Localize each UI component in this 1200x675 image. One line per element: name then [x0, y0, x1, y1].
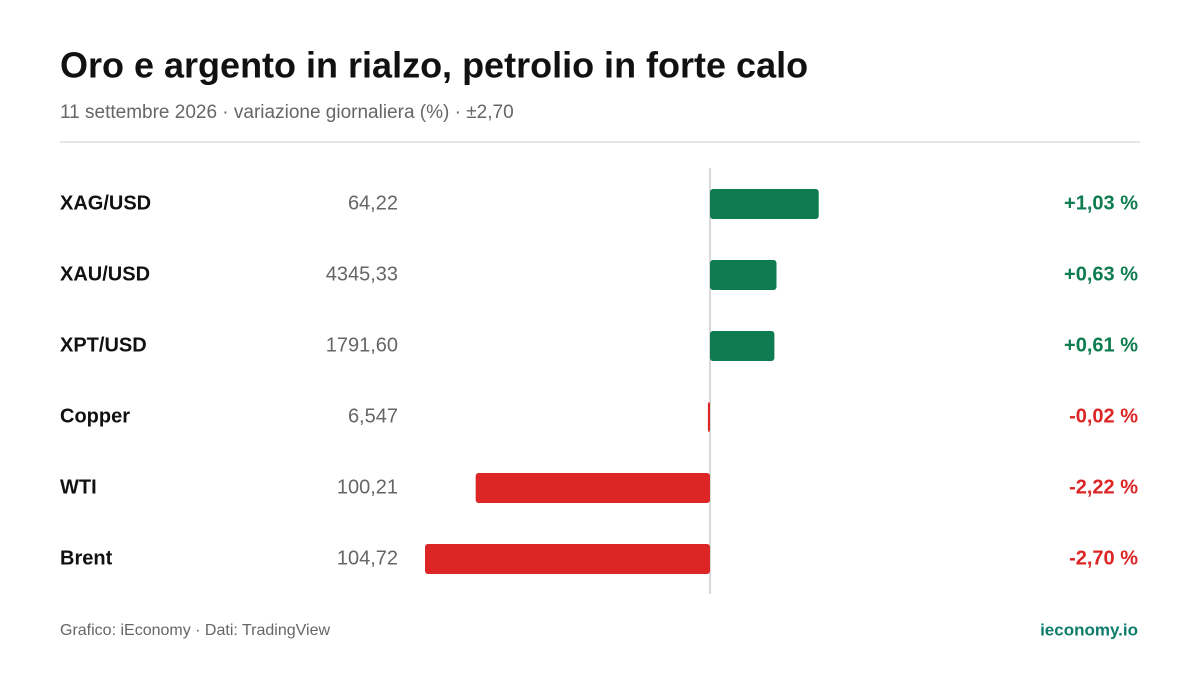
- bar: [475, 473, 710, 503]
- value-label: +1,03 %: [1064, 192, 1138, 214]
- chart-subtitle: 11 settembre 2026 · variazione giornalie…: [60, 102, 514, 123]
- bar: [710, 331, 775, 361]
- bar: [707, 402, 710, 432]
- bar: [710, 260, 777, 290]
- value-label: -0,02 %: [1069, 405, 1138, 427]
- category-label: XAG/USD: [60, 192, 151, 214]
- value-label: -2,22 %: [1069, 476, 1138, 498]
- price-label: 1791,60: [326, 334, 398, 356]
- category-label: XPT/USD: [60, 334, 147, 356]
- category-label: XAU/USD: [60, 263, 150, 285]
- chart-title: Oro e argento in rialzo, petrolio in for…: [60, 45, 808, 86]
- category-label: Brent: [60, 547, 113, 569]
- price-label: 100,21: [337, 476, 398, 498]
- price-label: 64,22: [348, 192, 398, 214]
- price-label: 6,547: [348, 405, 398, 427]
- brand: ieconomy.io: [1040, 620, 1138, 639]
- category-label: WTI: [60, 476, 97, 498]
- price-label: 104,72: [337, 547, 398, 569]
- category-label: Copper: [60, 405, 130, 427]
- value-label: +0,63 %: [1064, 263, 1138, 285]
- bar: [425, 544, 710, 574]
- value-label: +0,61 %: [1064, 334, 1138, 356]
- source: Grafico: iEconomy · Dati: TradingView: [60, 622, 330, 639]
- bar: [710, 189, 819, 219]
- price-label: 4345,33: [326, 263, 398, 285]
- value-label: -2,70 %: [1069, 547, 1138, 569]
